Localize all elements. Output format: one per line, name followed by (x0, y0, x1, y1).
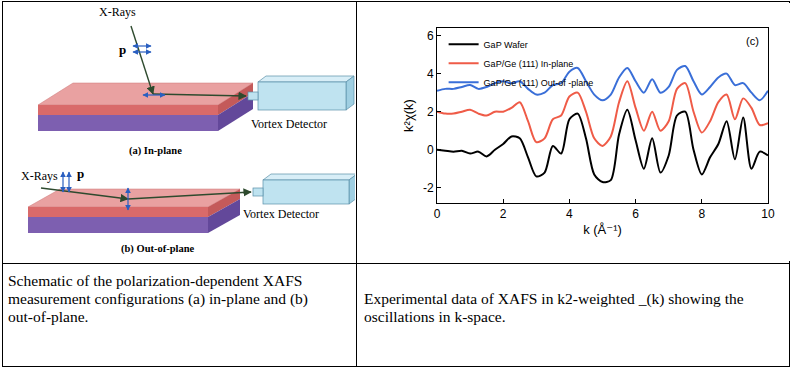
svg-text:GaP Wafer: GaP Wafer (484, 40, 528, 50)
html-text:Schematic of the polarization-: Schematic of the polarization-dependent … (8, 272, 308, 325)
svg-text:(b) Out-of-plane: (b) Out-of-plane (121, 243, 195, 255)
svg-text:Vortex Detector: Vortex Detector (251, 117, 327, 131)
svg-text:2: 2 (427, 105, 434, 119)
svg-text:0: 0 (434, 207, 441, 221)
svg-text:2: 2 (500, 207, 507, 221)
svg-text:k (Å⁻¹): k (Å⁻¹) (583, 222, 622, 237)
svg-text:GaP/Ge (111) Out-of -plane: GaP/Ge (111) Out-of -plane (484, 78, 594, 88)
svg-text:Vortex Detector: Vortex Detector (243, 207, 319, 221)
svg-text:(a) In-plane: (a) In-plane (129, 145, 182, 157)
svg-text:p: p (119, 42, 126, 57)
svg-text:X-Rays: X-Rays (99, 5, 136, 19)
svg-text:4: 4 (566, 207, 573, 221)
svg-text:X-Rays: X-Rays (21, 169, 58, 183)
svg-text:10: 10 (761, 207, 775, 221)
svg-text:p: p (77, 166, 84, 181)
svg-text:k²χ(k): k²χ(k) (401, 99, 416, 132)
svg-text:(c): (c) (746, 35, 759, 47)
svg-text:0: 0 (427, 143, 434, 157)
svg-text:6: 6 (427, 29, 434, 43)
svg-text:4: 4 (427, 67, 434, 81)
html-text:Experimental data of XAFS in k: Experimental data of XAFS in k2-weighted… (364, 290, 744, 325)
svg-text:-2: -2 (423, 181, 434, 195)
svg-text:GaP/Ge (111) In-plane: GaP/Ge (111) In-plane (484, 59, 574, 69)
svg-text:8: 8 (698, 207, 705, 221)
svg-text:6: 6 (632, 207, 639, 221)
